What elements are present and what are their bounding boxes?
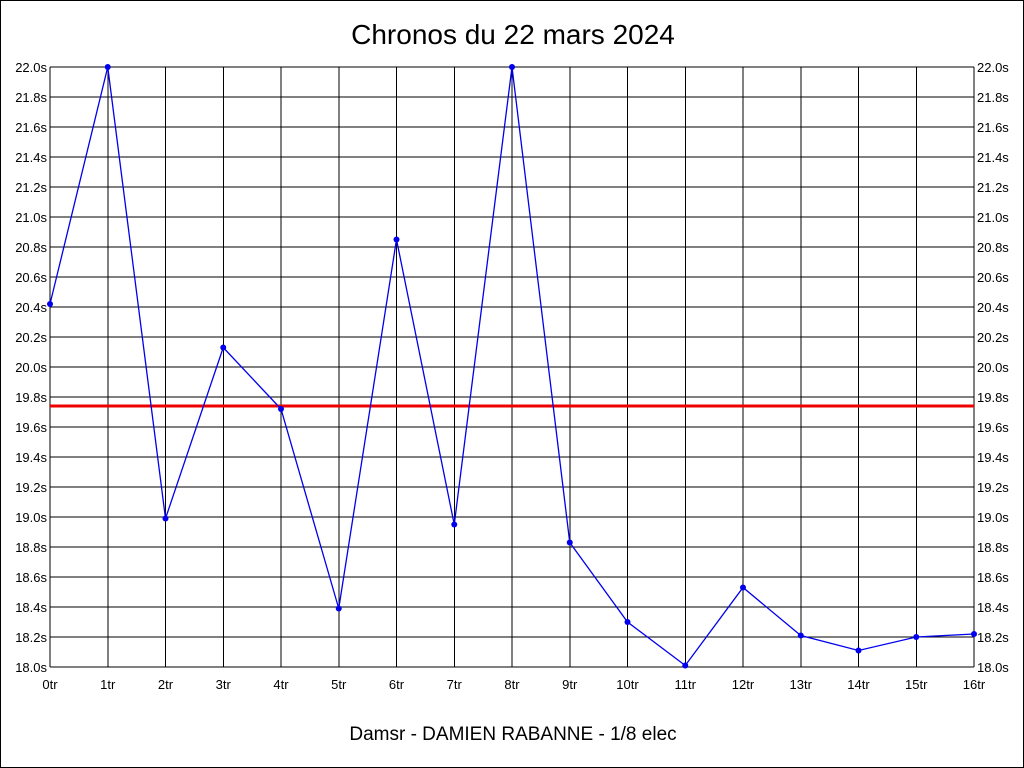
y-tick-label-right: 20.8s [977,240,1009,255]
y-tick-label-left: 19.6s [15,420,47,435]
data-point [47,301,53,307]
y-tick-label-left: 21.8s [15,90,47,105]
x-tick-label: 11tr [675,677,697,692]
y-tick-label-right: 22.0s [977,60,1009,75]
data-point [509,64,515,70]
y-tick-label-left: 19.4s [15,450,47,465]
x-tick-label: 8tr [504,677,520,692]
x-tick-label: 6tr [389,677,405,692]
data-point [566,539,573,546]
y-tick-label-left: 21.0s [15,210,47,225]
data-point [971,631,977,637]
data-point [740,584,746,591]
data-point [451,521,458,528]
series-layer [47,64,977,669]
x-tick-label: 7tr [447,677,463,692]
y-tick-label-right: 18.8s [977,540,1009,555]
data-point [797,632,804,639]
data-point [104,64,111,70]
y-tick-label-left: 20.0s [15,360,47,375]
y-tick-label-right: 21.4s [977,150,1009,165]
y-tick-label-left: 18.2s [15,630,47,645]
x-tick-label: 5tr [331,677,347,692]
y-tick-label-right: 19.0s [977,510,1009,525]
y-tick-label-left: 18.8s [15,540,47,555]
y-tick-label-right: 19.2s [977,480,1009,495]
y-tick-label-left: 20.8s [15,240,47,255]
y-tick-label-right: 21.0s [977,210,1009,225]
y-tick-label-left: 20.6s [15,270,47,285]
x-tick-label: 9tr [562,677,578,692]
y-tick-label-right: 20.4s [977,300,1009,315]
y-tick-label-right: 18.0s [977,660,1009,675]
y-tick-label-left: 19.8s [15,390,47,405]
y-tick-label-left: 20.2s [15,330,47,345]
y-tick-label-left: 20.4s [15,300,47,315]
y-tick-label-right: 19.8s [977,390,1009,405]
y-tick-label-left: 22.0s [15,60,47,75]
y-tick-label-left: 18.0s [15,660,47,675]
x-tick-label: 2tr [158,677,174,692]
y-tick-label-left: 19.2s [15,480,47,495]
x-tick-label: 4tr [273,677,289,692]
y-tick-label-right: 20.6s [977,270,1009,285]
data-point [220,344,227,351]
y-tick-label-left: 21.2s [15,180,47,195]
y-tick-label-left: 18.6s [15,570,47,585]
y-tick-label-right: 20.0s [977,360,1009,375]
x-tick-label: 13tr [790,677,813,692]
y-tick-label-right: 21.2s [977,180,1009,195]
data-point [335,605,342,612]
x-tick-label: 15tr [905,677,928,692]
data-point [913,634,920,640]
y-tick-label-left: 21.6s [15,120,47,135]
data-point [393,236,400,243]
y-tick-label-right: 18.4s [977,600,1009,615]
x-tick-label: 12tr [732,677,755,692]
y-tick-label-right: 19.4s [977,450,1009,465]
y-tick-label-left: 19.0s [15,510,47,525]
data-point [855,647,862,654]
data-point [162,515,169,522]
tick-labels: 18.0s 18.0s 18.2s 18.2s 18.4s 18.4s 18.6s 18.6s… [15,60,1009,692]
x-tick-label: 10tr [616,677,639,692]
y-tick-label-left: 21.4s [15,150,47,165]
y-tick-label-right: 20.2s [977,330,1009,345]
y-tick-label-left: 18.4s [15,600,47,615]
x-tick-label: 3tr [216,677,232,692]
y-tick-label-right: 19.6s [977,420,1009,435]
data-point [278,406,284,412]
y-tick-label-right: 21.8s [977,90,1009,105]
grid [49,66,975,668]
data-point [682,662,689,669]
x-tick-label: 1tr [100,677,116,692]
y-tick-label-right: 18.2s [977,630,1009,645]
x-tick-label: 0tr [42,677,58,692]
x-tick-label: 14tr [847,677,870,692]
chart-title: Chronos du 22 mars 2024 [351,19,675,50]
y-tick-label-right: 18.6s [977,570,1009,585]
y-tick-label-right: 21.6s [977,120,1009,135]
chart-footer: Damsr - DAMIEN RABANNE - 1/8 elec [349,724,676,745]
data-point [624,619,631,625]
x-tick-label: 16tr [963,677,986,692]
